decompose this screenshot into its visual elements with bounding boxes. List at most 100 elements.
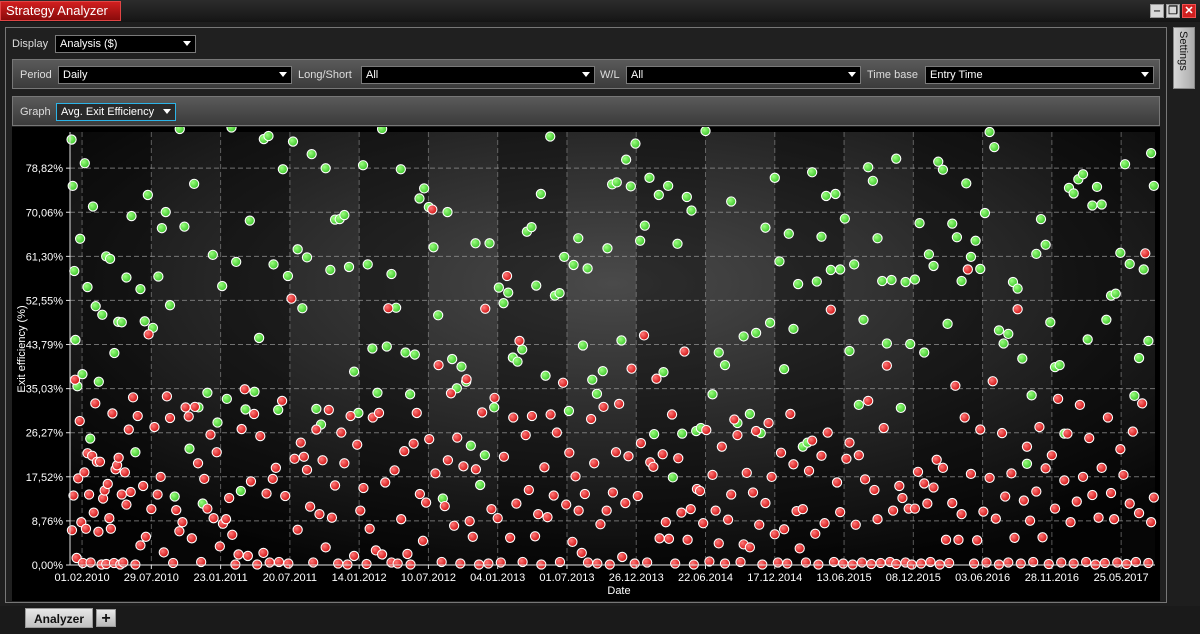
winning-trade-point	[404, 389, 416, 400]
y-tick-label: 35,03%	[26, 384, 64, 396]
losing-trade-point	[598, 401, 609, 413]
losing-trade-point	[258, 547, 269, 559]
winning-trade-point	[301, 252, 313, 263]
winning-trade-point	[489, 402, 500, 413]
winning-trade-point	[919, 347, 930, 358]
display-select[interactable]: Analysis ($)	[55, 35, 196, 53]
winning-trade-point	[381, 341, 392, 352]
add-tab-button[interactable]: +	[96, 609, 116, 627]
winning-trade-point	[630, 138, 641, 149]
winning-trade-point	[792, 278, 804, 290]
winning-trade-point	[268, 259, 279, 270]
losing-trade-point	[813, 559, 824, 570]
losing-trade-point	[280, 490, 291, 502]
winning-trade-point	[1040, 239, 1051, 250]
winning-trade-point	[1026, 390, 1037, 401]
losing-trade-point	[1028, 556, 1039, 568]
timebase-label: Time base	[867, 69, 918, 81]
losing-trade-point	[88, 507, 99, 518]
losing-trade-point	[1003, 557, 1014, 568]
losing-trade-point	[123, 424, 134, 435]
losing-trade-point	[214, 541, 225, 552]
winning-trade-point	[760, 222, 771, 233]
winning-trade-point	[591, 388, 603, 399]
losing-trade-point	[1102, 412, 1114, 423]
losing-trade-point	[358, 482, 369, 494]
winning-trade-point	[1129, 390, 1140, 401]
winning-trade-point	[545, 131, 556, 142]
winning-trade-point	[867, 175, 879, 186]
losing-trade-point	[1137, 398, 1148, 409]
winning-trade-point	[85, 433, 96, 444]
winning-trade-point	[663, 180, 674, 192]
timebase-select[interactable]: Entry Time	[925, 66, 1154, 84]
winning-trade-point	[1145, 147, 1157, 159]
losing-trade-point	[132, 410, 143, 422]
losing-trade-point	[713, 538, 724, 549]
losing-trade-point	[863, 395, 874, 407]
losing-trade-point	[345, 410, 356, 422]
minimize-icon[interactable]: ‒	[1150, 4, 1164, 18]
winning-trade-point	[362, 259, 373, 270]
winning-trade-point	[479, 450, 491, 461]
close-icon[interactable]: ✕	[1182, 4, 1196, 18]
losing-trade-point	[819, 518, 830, 529]
longshort-select[interactable]: All	[361, 66, 595, 84]
losing-trade-point	[74, 415, 85, 427]
losing-trade-point	[806, 435, 818, 446]
winning-trade-point	[221, 393, 232, 404]
winning-trade-point	[104, 253, 116, 265]
winning-trade-point	[1148, 180, 1159, 192]
winning-trade-point	[713, 347, 724, 358]
losing-trade-point	[1052, 393, 1064, 404]
losing-trade-point	[332, 558, 344, 569]
losing-trade-point	[676, 507, 687, 518]
losing-trade-point	[399, 446, 410, 457]
winning-trade-point	[937, 164, 949, 175]
restore-icon[interactable]: ❐	[1166, 4, 1180, 18]
losing-trade-point	[326, 512, 338, 523]
losing-trade-point	[856, 557, 868, 568]
losing-trade-point	[881, 360, 893, 371]
losing-trade-point	[1140, 248, 1151, 259]
graph-select[interactable]: Avg. Exit Efficiency	[56, 103, 176, 121]
losing-trade-point	[1074, 399, 1086, 411]
winning-trade-point	[788, 323, 799, 335]
losing-trade-point	[931, 454, 942, 465]
losing-trade-point	[769, 529, 780, 540]
losing-trade-point	[1065, 517, 1076, 528]
period-select[interactable]: Daily	[58, 66, 292, 84]
losing-trade-point	[968, 558, 980, 569]
losing-trade-point	[707, 469, 718, 481]
losing-trade-point	[230, 559, 241, 570]
winning-trade-point	[602, 243, 613, 254]
losing-trade-point	[847, 559, 858, 570]
winning-trade-point	[395, 164, 406, 175]
chevron-down-icon	[582, 72, 590, 77]
winning-trade-point	[90, 301, 101, 312]
losing-trade-point	[113, 452, 124, 463]
winning-trade-point	[1077, 169, 1089, 180]
losing-trade-point	[909, 503, 921, 514]
losing-trade-point	[1059, 475, 1070, 486]
losing-trade-point	[94, 456, 106, 467]
losing-trade-point	[592, 558, 603, 569]
winning-trade-point	[559, 251, 570, 263]
winning-trade-point	[160, 206, 171, 218]
winning-trade-point	[989, 141, 1000, 153]
losing-trade-point	[660, 517, 671, 528]
losing-trade-point	[747, 487, 759, 498]
window-title[interactable]: Strategy Analyzer	[0, 1, 121, 21]
winning-trade-point	[891, 153, 902, 164]
winning-trade-point	[535, 188, 547, 200]
winning-trade-point	[1124, 258, 1135, 270]
settings-side-tab[interactable]: Settings	[1173, 27, 1195, 89]
winning-trade-point	[1115, 247, 1126, 258]
wl-select[interactable]: All	[626, 66, 861, 84]
tab-analyzer[interactable]: Analyzer	[25, 608, 93, 628]
winning-trade-point	[82, 281, 93, 293]
losing-trade-point	[1040, 463, 1051, 474]
winning-trade-point	[951, 232, 963, 243]
date-band	[774, 132, 845, 565]
losing-trade-point	[788, 459, 799, 470]
